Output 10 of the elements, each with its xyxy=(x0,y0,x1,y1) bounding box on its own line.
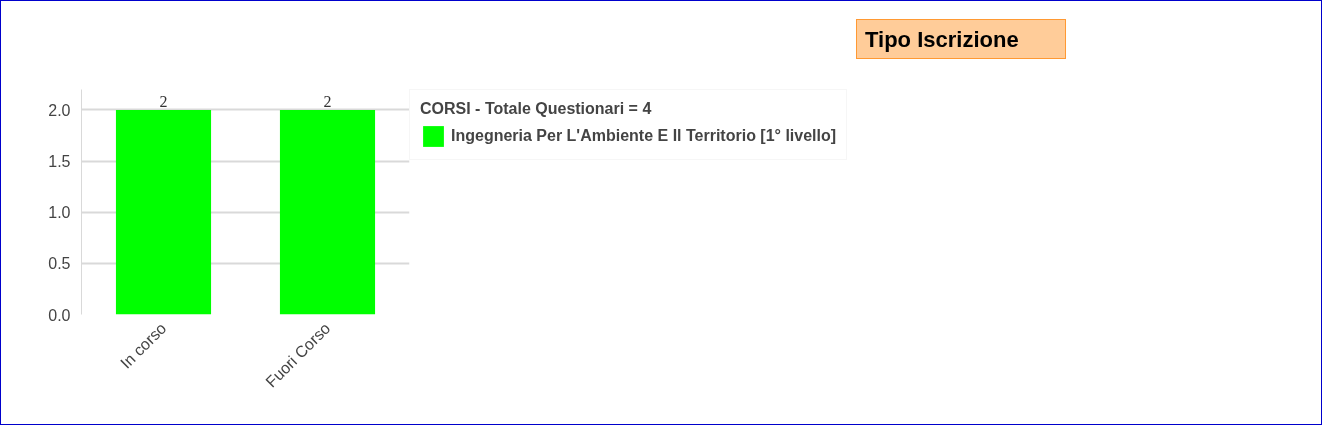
data-label: 2 xyxy=(159,92,168,110)
y-tick-label: 2.0 xyxy=(48,101,71,119)
data-label: 2 xyxy=(323,92,332,110)
legend-label: Ingegneria Per L'Ambiente E Il Territorio [1° livello] xyxy=(451,127,837,145)
y-tick-label: 0.0 xyxy=(48,306,71,324)
y-tick-label: 0.5 xyxy=(48,255,71,273)
y-tick-label: 1.5 xyxy=(48,153,71,171)
legend-title: CORSI - Totale Questionari = 4 xyxy=(420,100,653,118)
y-tick-label: 1.0 xyxy=(48,204,71,222)
text: Tipo Iscrizione xyxy=(865,26,1019,54)
